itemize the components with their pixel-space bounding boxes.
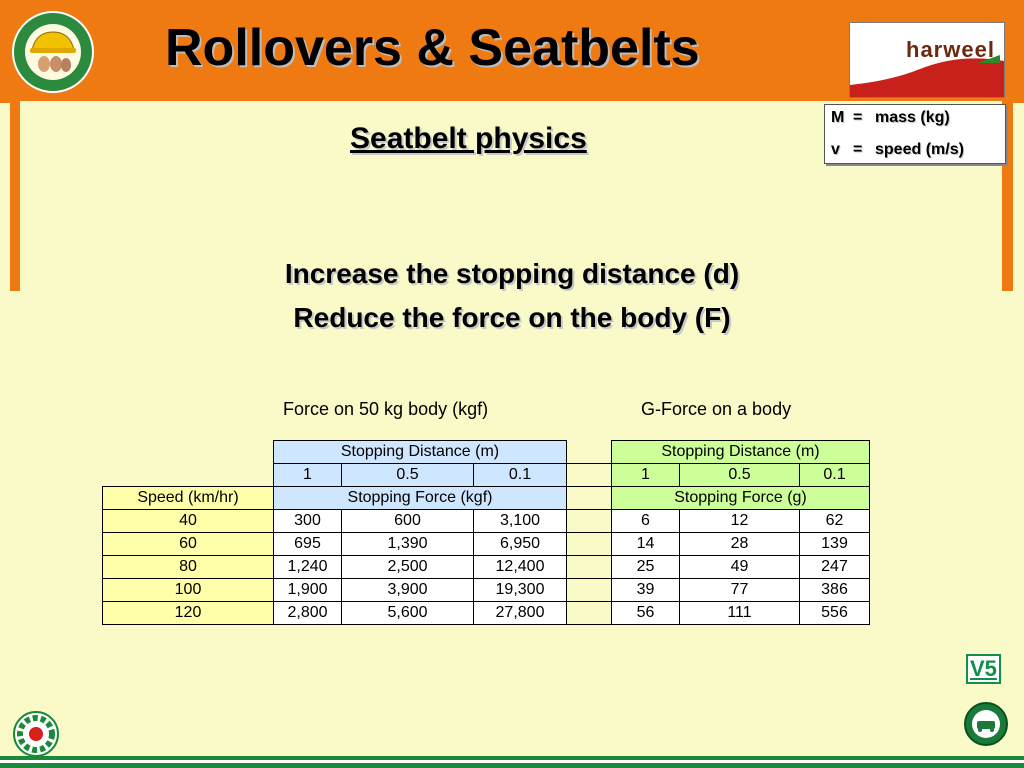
stopping-force-table: Stopping Distance (m) Stopping Distance … xyxy=(102,440,870,625)
table-gap-cell xyxy=(566,555,612,579)
table-header-row: Stopping Distance (m) Stopping Distance … xyxy=(103,440,870,464)
force-distance-1: 1,900 xyxy=(273,578,342,602)
g-distance-0-5: 28 xyxy=(679,532,800,556)
page-title: Rollovers & Seatbelts xyxy=(165,19,700,77)
g-distance-1: 56 xyxy=(611,601,680,625)
speed-cell: 100 xyxy=(102,578,274,602)
legend-symbol: M xyxy=(831,109,845,126)
g-distance-0-1: 556 xyxy=(799,601,870,625)
force-distance-0-5: 1,390 xyxy=(341,532,474,556)
table-row: 40 300 600 3,100 6 12 62 xyxy=(102,509,870,533)
table-gap-cell xyxy=(566,463,612,487)
speed-cell: 120 xyxy=(102,601,274,625)
caption-g-force: G-Force on a body xyxy=(641,399,792,419)
force-distance-header: Stopping Distance (m) xyxy=(273,440,567,464)
g-distance-0-1: 62 xyxy=(799,509,870,533)
g-distance-0-5: 77 xyxy=(679,578,800,602)
table-row: 60 695 1,390 6,950 14 28 139 xyxy=(102,532,870,556)
force-distance-0-5: 3,900 xyxy=(341,578,474,602)
table-gap-cell xyxy=(566,486,612,510)
force-distance-0-1: 6,950 xyxy=(473,532,567,556)
g-distance-1: 1 xyxy=(611,463,680,487)
table-row: 120 2,800 5,600 27,800 56 111 556 xyxy=(102,601,870,625)
frame-right-edge xyxy=(1002,101,1013,291)
table-gap-cell xyxy=(566,578,612,602)
force-distance-0-1: 19,300 xyxy=(473,578,567,602)
speed-cell: 60 xyxy=(102,532,274,556)
table-gap-cell xyxy=(566,509,612,533)
legend-row-speed: v = speed (m/s) xyxy=(831,141,964,159)
table-row: 80 1,240 2,500 12,400 25 49 247 xyxy=(102,555,870,579)
table-gap-cell xyxy=(566,601,612,625)
table-gap-cell xyxy=(566,440,612,464)
g-distance-0-5: 0.5 xyxy=(679,463,800,487)
force-distance-0-1: 12,400 xyxy=(473,555,567,579)
force-distance-0-1: 0.1 xyxy=(473,463,567,487)
g-distance-1: 39 xyxy=(611,578,680,602)
legend-row-mass: M = mass (kg) xyxy=(831,109,950,127)
g-distance-0-5: 111 xyxy=(679,601,800,625)
legend-equals: = xyxy=(853,141,863,158)
force-distance-0-5: 0.5 xyxy=(341,463,474,487)
force-distance-1: 1,240 xyxy=(273,555,342,579)
force-distance-0-5: 600 xyxy=(341,509,474,533)
stopping-force-g-header: Stopping Force (g) xyxy=(611,486,870,510)
force-distance-0-5: 2,500 xyxy=(341,555,474,579)
force-distance-1: 300 xyxy=(273,509,342,533)
force-distance-1: 1 xyxy=(273,463,342,487)
g-distance-0-1: 386 xyxy=(799,578,870,602)
section-subtitle: Seatbelt physics xyxy=(350,122,587,155)
speed-cell: 80 xyxy=(102,555,274,579)
table-blank-cell xyxy=(103,441,274,464)
force-distance-0-1: 27,800 xyxy=(473,601,567,625)
harweel-logo: harweel xyxy=(849,22,1005,98)
statement-increase-distance: Increase the stopping distance (d) xyxy=(284,258,740,289)
force-distance-0-1: 3,100 xyxy=(473,509,567,533)
speed-cell: 40 xyxy=(102,509,274,533)
g-distance-0-1: 139 xyxy=(799,532,870,556)
force-distance-0-5: 5,600 xyxy=(341,601,474,625)
table-blank-cell xyxy=(102,463,274,487)
legend-equals: = xyxy=(853,109,863,126)
variable-legend: M = mass (kg) v = speed (m/s) xyxy=(824,104,1006,164)
g-distance-header: Stopping Distance (m) xyxy=(611,440,870,464)
harweel-logo-text: harweel xyxy=(906,37,995,62)
g-distance-0-1: 247 xyxy=(799,555,870,579)
legend-meaning: speed (m/s) xyxy=(875,141,964,158)
table-distance-row: 1 0.5 0.1 1 0.5 0.1 xyxy=(102,463,870,487)
table-gap-cell xyxy=(566,532,612,556)
legend-meaning: mass (kg) xyxy=(875,109,950,126)
statement-reduce-force: Reduce the force on the body (F) xyxy=(293,302,731,333)
force-distance-1: 2,800 xyxy=(273,601,342,625)
safety-wheel-logo xyxy=(13,711,59,757)
table-row: 100 1,900 3,900 19,300 39 77 386 xyxy=(102,578,870,602)
safety-teamwork-logo xyxy=(12,11,94,93)
speed-header: Speed (km/hr) xyxy=(102,486,274,510)
table-body: 40 300 600 3,100 6 12 62 60 695 1,390 6,950 14 28 139… xyxy=(102,509,870,625)
force-distance-1: 695 xyxy=(273,532,342,556)
harweel-logo-graphic xyxy=(850,55,1004,97)
table-subheader-row: Speed (km/hr) Stopping Force (kgf) Stopp… xyxy=(102,486,870,510)
g-distance-0-5: 49 xyxy=(679,555,800,579)
caption-force: Force on 50 kg body (kgf) xyxy=(283,399,489,419)
content-frame xyxy=(10,101,1013,751)
g-distance-1: 14 xyxy=(611,532,680,556)
bottom-stripe xyxy=(0,756,1024,768)
g-distance-1: 6 xyxy=(611,509,680,533)
road-safety-badge-logo xyxy=(964,702,1008,746)
version-badge: V5 xyxy=(966,654,1001,684)
stopping-force-kgf-header: Stopping Force (kgf) xyxy=(273,486,567,510)
frame-left-edge xyxy=(10,101,20,291)
g-distance-1: 25 xyxy=(611,555,680,579)
legend-symbol: v xyxy=(831,141,840,158)
g-distance-0-1: 0.1 xyxy=(799,463,870,487)
g-distance-0-5: 12 xyxy=(679,509,800,533)
